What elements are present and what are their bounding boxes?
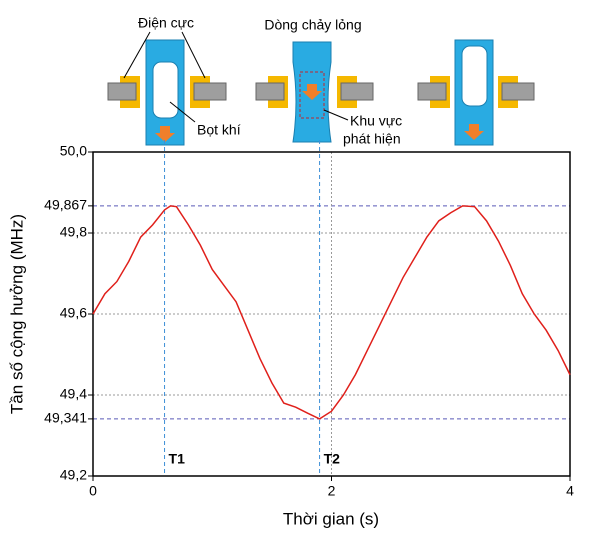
pointer [323, 109, 349, 121]
y-tick-label: 49,867 [44, 197, 87, 213]
annotation: T2 [324, 451, 341, 467]
x-tick-label: 0 [89, 483, 97, 499]
y-tick-label: 49,2 [60, 467, 87, 483]
bubble [461, 45, 488, 107]
label: Khu vực [350, 113, 402, 129]
detection-region [299, 71, 325, 119]
pointer [123, 31, 151, 79]
electrode [193, 82, 227, 101]
label: Điện cực [138, 15, 194, 31]
flow-arrow [155, 126, 175, 142]
y-tick-label: 49,4 [60, 386, 87, 402]
x-axis-label: Thời gian (s) [283, 509, 379, 528]
label: phát hiện [343, 131, 401, 147]
electrode [417, 82, 447, 101]
electrode [340, 82, 374, 101]
electrode [107, 82, 137, 101]
flow-arrow [464, 124, 484, 140]
y-tick-label: 50,0 [60, 143, 87, 159]
electrode [255, 82, 285, 101]
label: Dòng chảy lỏng [264, 17, 361, 33]
y-tick-label: 49,8 [60, 224, 87, 240]
flow-arrow [302, 84, 322, 100]
label: Bọt khí [197, 122, 241, 138]
y-tick-label: 49,6 [60, 305, 87, 321]
annotation: T1 [169, 451, 186, 467]
pointer [169, 101, 196, 123]
y-axis-label: Tần số cộng hưởng (MHz) [7, 214, 26, 414]
electrode [501, 82, 535, 101]
line [92, 205, 571, 420]
diagram: Điện cực Bọt khí Dòng chảy lỏng Khu vực … [107, 15, 535, 147]
pointer [181, 31, 206, 79]
bubble [152, 61, 179, 119]
x-tick-label: 2 [328, 483, 336, 499]
y-tick-label: 49,341 [44, 410, 87, 426]
x-tick-label: 4 [566, 483, 574, 499]
